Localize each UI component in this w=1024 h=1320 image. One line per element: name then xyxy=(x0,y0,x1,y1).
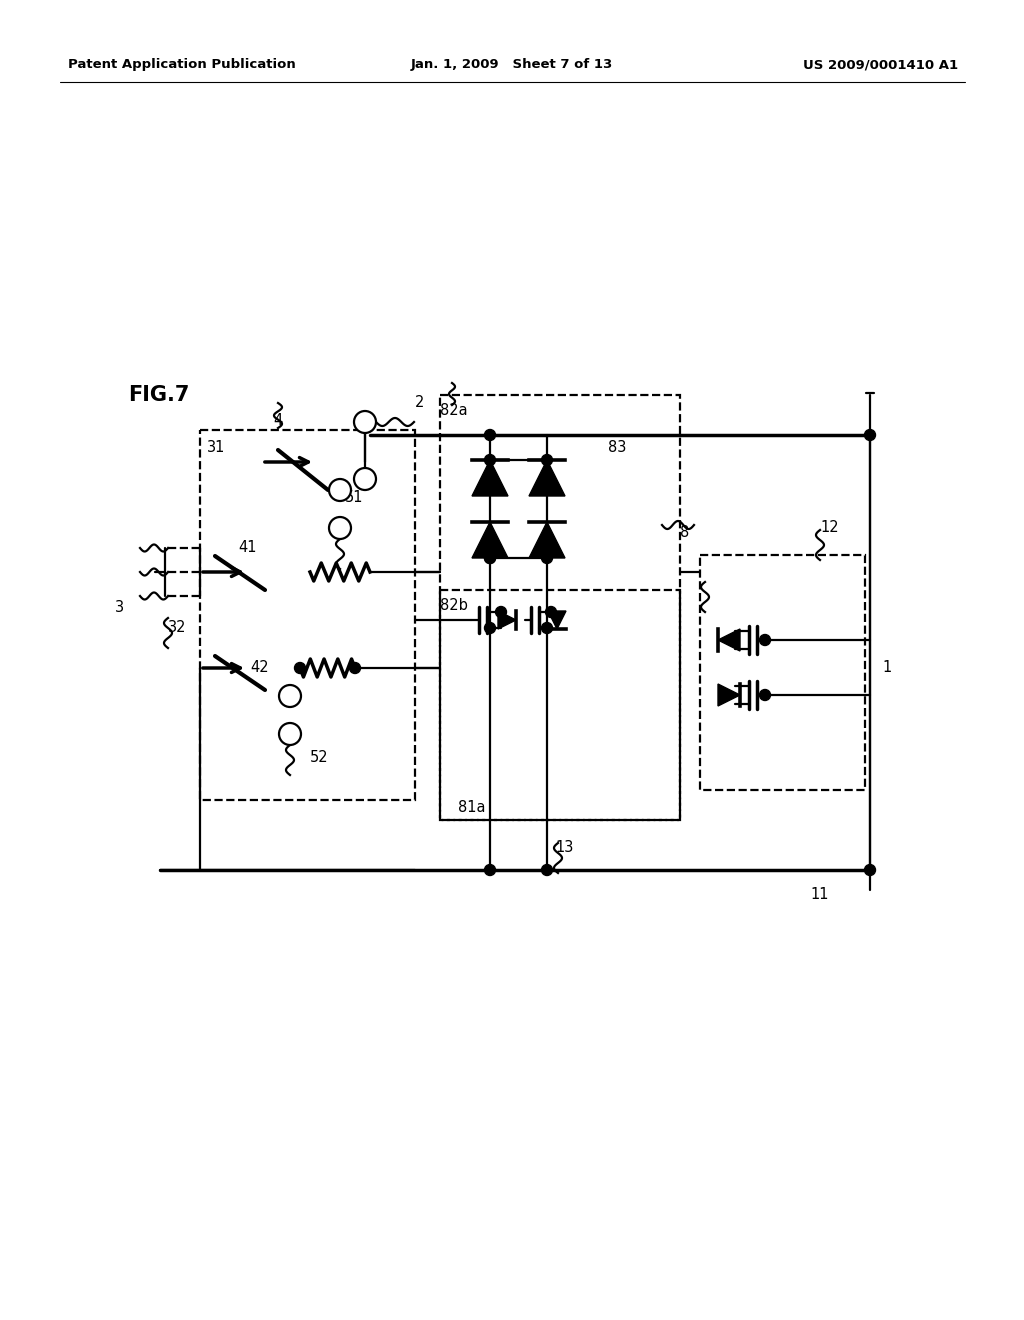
Circle shape xyxy=(329,517,351,539)
Circle shape xyxy=(542,865,553,875)
Circle shape xyxy=(864,865,876,875)
Text: 3: 3 xyxy=(115,601,124,615)
Text: 1: 1 xyxy=(882,660,891,675)
Text: US 2009/0001410 A1: US 2009/0001410 A1 xyxy=(803,58,958,71)
Circle shape xyxy=(542,623,553,634)
Polygon shape xyxy=(718,684,740,706)
Circle shape xyxy=(354,411,376,433)
Text: 82b: 82b xyxy=(440,598,468,612)
Polygon shape xyxy=(548,611,566,630)
Circle shape xyxy=(484,553,496,564)
Circle shape xyxy=(496,606,507,618)
Circle shape xyxy=(295,663,305,673)
Polygon shape xyxy=(718,630,740,651)
Text: FIG.7: FIG.7 xyxy=(128,385,189,405)
Circle shape xyxy=(484,553,496,564)
Text: 51: 51 xyxy=(345,490,364,506)
Text: 31: 31 xyxy=(207,440,225,455)
Text: 2: 2 xyxy=(415,395,424,411)
Circle shape xyxy=(484,454,496,466)
Text: 4: 4 xyxy=(273,413,283,428)
Circle shape xyxy=(546,606,556,618)
Circle shape xyxy=(279,685,301,708)
Text: Jan. 1, 2009   Sheet 7 of 13: Jan. 1, 2009 Sheet 7 of 13 xyxy=(411,58,613,71)
Text: 81a: 81a xyxy=(458,800,485,814)
Circle shape xyxy=(542,454,553,466)
Circle shape xyxy=(329,479,351,502)
Polygon shape xyxy=(498,611,516,630)
Polygon shape xyxy=(529,521,565,558)
Circle shape xyxy=(542,553,553,564)
Circle shape xyxy=(484,865,496,875)
Text: 82a: 82a xyxy=(440,403,468,418)
Text: 83: 83 xyxy=(608,440,627,455)
Text: 8: 8 xyxy=(680,525,689,540)
Text: 12: 12 xyxy=(820,520,839,535)
Text: Patent Application Publication: Patent Application Publication xyxy=(68,58,296,71)
Polygon shape xyxy=(472,521,508,558)
Circle shape xyxy=(760,635,770,645)
Circle shape xyxy=(279,723,301,744)
Polygon shape xyxy=(472,459,508,496)
Circle shape xyxy=(484,429,496,441)
Polygon shape xyxy=(529,459,565,496)
Text: 32: 32 xyxy=(168,620,186,635)
Circle shape xyxy=(760,689,770,701)
Text: 13: 13 xyxy=(555,840,573,855)
Circle shape xyxy=(354,469,376,490)
Circle shape xyxy=(484,623,496,634)
Text: 11: 11 xyxy=(810,887,828,902)
Text: 42: 42 xyxy=(250,660,268,675)
Text: 52: 52 xyxy=(310,750,329,766)
Circle shape xyxy=(864,429,876,441)
Text: 41: 41 xyxy=(238,540,256,554)
Circle shape xyxy=(349,663,360,673)
